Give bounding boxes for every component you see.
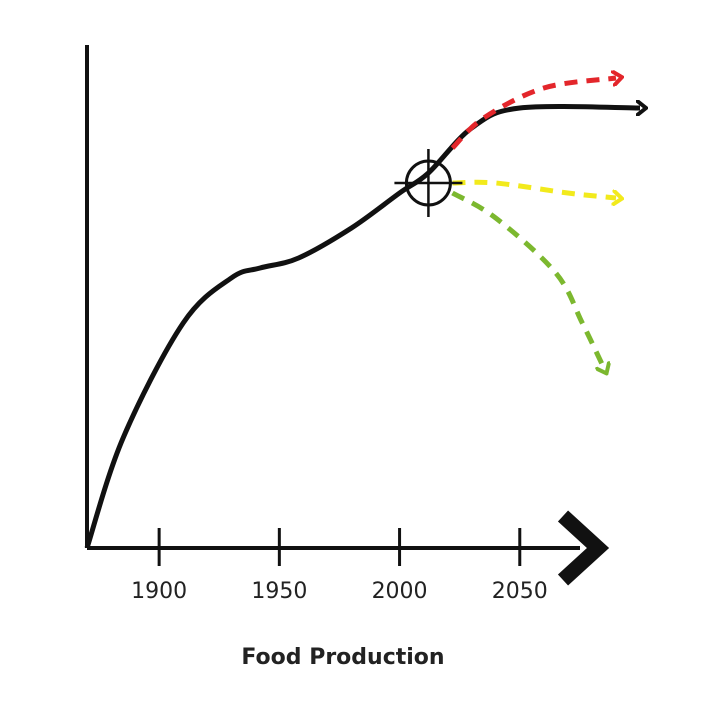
x-tick-label: 1900 bbox=[131, 579, 187, 604]
x-axis-arrowhead-icon bbox=[557, 510, 610, 586]
crosshair-icon bbox=[394, 149, 463, 217]
x-axis-label: Food Production bbox=[241, 645, 444, 670]
series-line-green bbox=[451, 190, 604, 368]
series-lines bbox=[84, 78, 640, 549]
x-tick-label: 1950 bbox=[251, 579, 307, 604]
x-tick-label: 2000 bbox=[372, 579, 428, 604]
x-tick-label: 2050 bbox=[492, 579, 548, 604]
series-line-yellow bbox=[452, 179, 617, 198]
series-line-red bbox=[450, 78, 617, 150]
series-line-main bbox=[84, 107, 640, 549]
x-ticks: 1900 1950 2000 2050 bbox=[131, 528, 548, 604]
